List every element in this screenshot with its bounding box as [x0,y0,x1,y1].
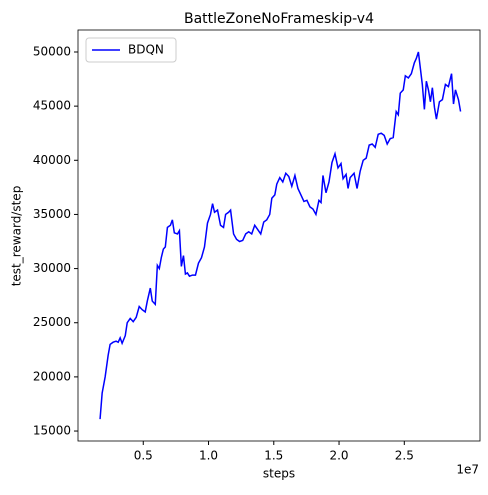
x-axis-label: steps [263,467,295,481]
x-tick-label: 1.5 [264,449,283,463]
y-tick-label: 45000 [33,99,71,113]
chart-title: BattleZoneNoFrameskip-v4 [184,11,374,27]
x-tick-label: 0.5 [134,449,153,463]
x-tick-label: 2.0 [329,449,348,463]
series-line [99,51,462,420]
plot-frame [77,29,481,442]
y-tick-label: 20000 [33,369,71,383]
y-tick-label: 40000 [33,153,71,167]
y-tick-label: 30000 [33,261,71,275]
y-axis-label: test_reward/step [10,186,24,287]
y-tick-label: 25000 [33,315,71,329]
x-tick-label: 1.0 [199,449,218,463]
y-tick-label: 50000 [33,44,71,58]
legend-box [85,37,177,63]
x-offset-label: 1e7 [456,463,479,477]
x-tick-label: 2.5 [395,449,414,463]
y-tick-label: 35000 [33,207,71,221]
legend-label: BDQN [128,43,164,57]
y-tick-label: 15000 [33,424,71,438]
